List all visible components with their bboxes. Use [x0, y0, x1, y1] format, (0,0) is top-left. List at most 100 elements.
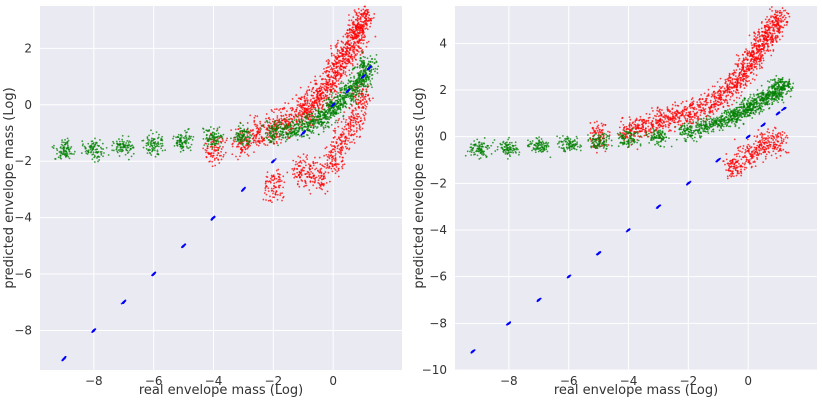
left-green-point	[107, 154, 110, 156]
left-green-point	[326, 111, 329, 114]
left-red-point	[301, 111, 304, 114]
left-green-point	[179, 140, 182, 143]
right-red-point	[747, 64, 750, 67]
right-red-point	[764, 24, 767, 27]
left-red-point	[355, 130, 358, 133]
left-red-point	[367, 11, 370, 14]
left-green-point	[320, 123, 323, 126]
left-green-point	[249, 131, 251, 134]
left-green-point	[274, 123, 277, 126]
left-green-point	[82, 143, 84, 146]
left-green-point	[151, 150, 153, 153]
left-red-point	[340, 153, 343, 156]
left-green-point	[327, 105, 330, 108]
left-red-point	[292, 169, 295, 172]
left-blue-point	[153, 273, 155, 275]
left-red-point	[331, 160, 333, 163]
left-red-point	[310, 111, 313, 114]
left-green-point	[211, 131, 214, 134]
left-red-point	[306, 99, 309, 102]
left-red-point	[304, 103, 307, 106]
left-red-point	[337, 168, 340, 170]
left-green-point	[189, 137, 192, 140]
left-green-point	[332, 111, 335, 114]
right-red-point	[776, 14, 779, 17]
left-red-point	[344, 53, 346, 55]
left-green-point	[157, 145, 160, 148]
left-red-point	[343, 125, 346, 128]
right-red-point	[753, 61, 755, 64]
right-red-point	[730, 90, 733, 93]
left-red-point	[205, 149, 208, 152]
left-green-point	[293, 133, 295, 136]
left-red-point	[297, 97, 300, 100]
left-red-point	[340, 120, 343, 123]
left-red-point	[353, 41, 356, 44]
left-red-point	[255, 143, 258, 146]
right-red-point	[765, 37, 768, 39]
left-green-point	[358, 80, 361, 82]
left-green-point	[339, 94, 342, 97]
left-red-point	[329, 143, 332, 146]
left-red-point	[359, 20, 362, 23]
left-red-point	[340, 68, 343, 71]
left-red-point	[346, 143, 348, 146]
left-green-point	[294, 127, 297, 130]
left-red-point	[360, 50, 363, 52]
right-red-point	[733, 69, 735, 72]
left-red-point	[304, 184, 307, 187]
left-green-point	[245, 142, 248, 145]
left-red-point	[361, 29, 364, 32]
left-red-point	[303, 111, 306, 114]
left-green-point	[156, 150, 159, 153]
left-red-point	[325, 60, 328, 62]
left-red-point	[280, 138, 283, 141]
left-green-point	[84, 146, 87, 149]
left-red-point	[355, 123, 358, 126]
left-green-point	[217, 135, 220, 138]
left-red-point	[257, 144, 260, 147]
left-red-point	[213, 146, 216, 149]
left-red-point	[356, 52, 359, 55]
left-red-point	[355, 54, 357, 57]
right-red-point	[748, 62, 751, 65]
left-green-point	[98, 156, 101, 158]
left-red-point	[308, 89, 311, 91]
left-red-point	[259, 129, 262, 132]
left-red-point	[269, 181, 272, 184]
left-red-point	[333, 145, 336, 148]
left-green-point	[265, 120, 268, 122]
left-red-point	[211, 156, 214, 158]
left-red-point	[294, 113, 297, 116]
right-red-point	[728, 85, 731, 88]
left-green-point	[364, 67, 367, 70]
left-red-point	[354, 107, 357, 110]
left-red-point	[330, 52, 333, 55]
left-red-point	[258, 137, 261, 140]
left-green-point	[270, 132, 273, 134]
left-green-point	[237, 132, 240, 135]
left-green-point	[271, 124, 274, 127]
right-red-point	[751, 50, 754, 52]
left-red-point	[364, 27, 367, 30]
left-red-point	[347, 55, 350, 58]
left-green-point	[303, 123, 306, 126]
right-red-point	[757, 30, 760, 33]
left-red-point	[359, 96, 362, 99]
left-red-point	[367, 16, 370, 19]
left-red-point	[350, 19, 353, 22]
left-red-point	[275, 108, 278, 110]
left-red-point	[321, 183, 324, 186]
left-red-point	[332, 151, 334, 154]
left-red-point	[271, 120, 274, 123]
left-red-point	[249, 114, 252, 117]
left-green-point	[371, 61, 374, 63]
right-red-point	[776, 22, 778, 25]
left-red-point	[336, 52, 339, 55]
left-green-point	[349, 94, 352, 97]
left-red-point	[340, 148, 343, 151]
left-red-point	[344, 33, 347, 36]
left-red-point	[344, 152, 347, 155]
left-red-point	[340, 46, 342, 49]
right-red-point	[761, 30, 763, 33]
